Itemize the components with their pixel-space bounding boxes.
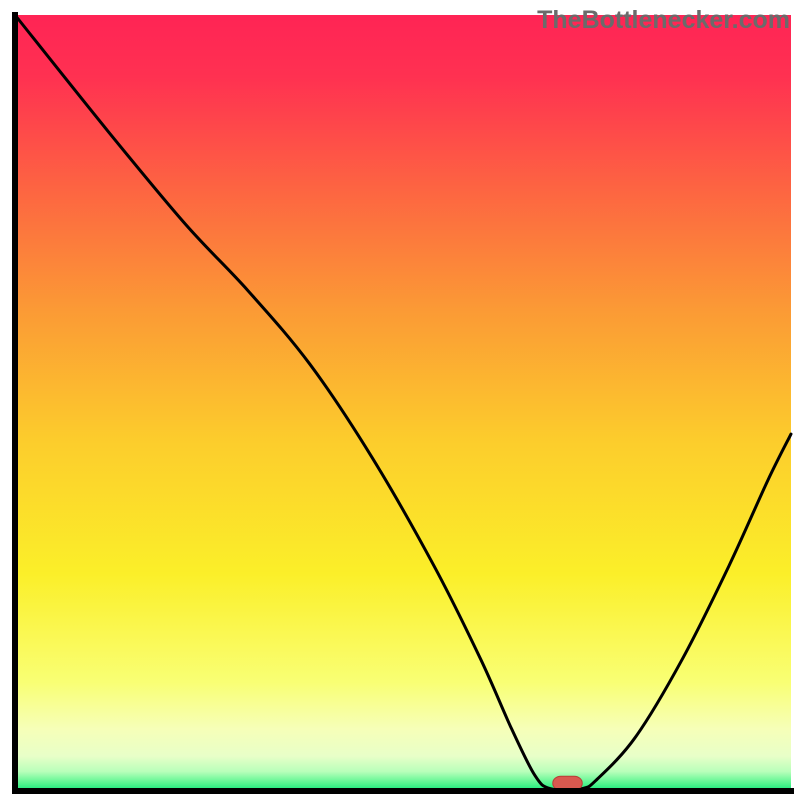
chart-container: TheBottlenecker.com <box>0 0 800 800</box>
bottleneck-curve-chart <box>0 0 800 800</box>
watermark-text: TheBottlenecker.com <box>537 6 790 35</box>
